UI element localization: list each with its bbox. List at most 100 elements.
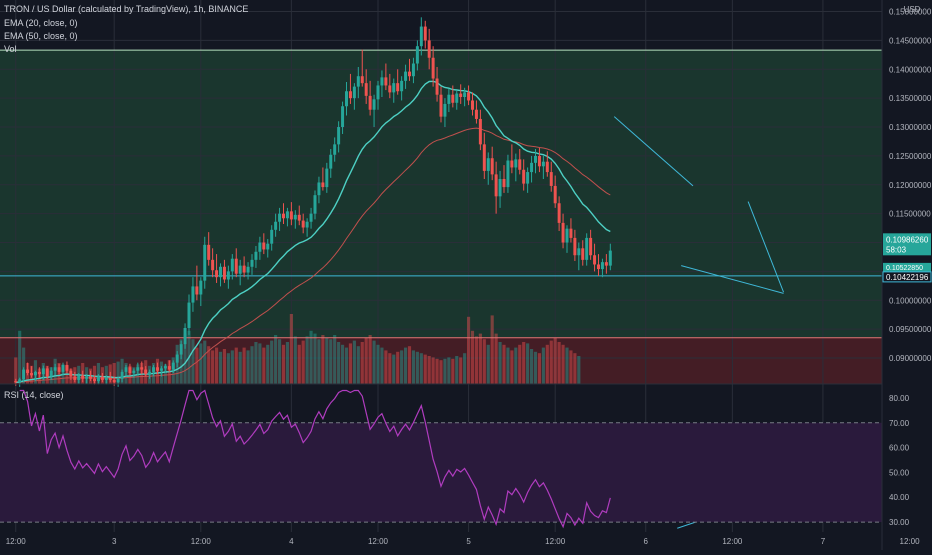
price-tick-label: 0.11500000 bbox=[889, 210, 931, 219]
volume-bar bbox=[289, 314, 293, 384]
candle-body bbox=[30, 373, 33, 376]
candle-body bbox=[337, 127, 341, 145]
candle-body bbox=[179, 344, 183, 355]
volume-bar bbox=[466, 316, 471, 384]
candle-body bbox=[65, 364, 69, 371]
volume-bar bbox=[411, 350, 416, 384]
candle-body bbox=[467, 92, 471, 101]
candle-body bbox=[187, 302, 191, 328]
candle-body bbox=[211, 259, 215, 271]
candle-body bbox=[352, 86, 356, 99]
legend-ema20[interactable]: EMA (20, close, 0) bbox=[4, 18, 78, 28]
legend-symbol[interactable]: TRON / US Dollar (calculated by TradingV… bbox=[4, 4, 249, 14]
candle-body bbox=[506, 160, 510, 188]
volume-bar bbox=[116, 361, 120, 384]
volume-bar bbox=[451, 358, 455, 384]
volume-bar bbox=[490, 315, 494, 384]
volume-bar bbox=[545, 344, 549, 384]
candle-body bbox=[518, 159, 522, 170]
volume-bar bbox=[104, 365, 108, 384]
volume-bar bbox=[262, 347, 266, 384]
candle-body bbox=[439, 94, 443, 117]
volume-bar bbox=[352, 340, 356, 384]
candle-body bbox=[282, 213, 285, 219]
candle-body bbox=[250, 259, 254, 267]
time-tick-label: 6 bbox=[644, 537, 649, 546]
volume-bar bbox=[459, 357, 463, 384]
time-tick-label: 12:00 bbox=[545, 537, 566, 546]
volume-bar bbox=[313, 333, 317, 384]
candle-body bbox=[73, 376, 77, 380]
candle-body bbox=[522, 169, 526, 184]
hidden-level-badge bbox=[883, 262, 931, 272]
candle-body bbox=[427, 40, 431, 58]
candle-body bbox=[510, 160, 514, 168]
volume-bar bbox=[372, 340, 376, 384]
candle-body bbox=[175, 354, 179, 363]
volume-bar bbox=[214, 347, 219, 384]
rsi-pane[interactable] bbox=[0, 383, 932, 529]
moving-averages bbox=[15, 80, 611, 383]
candle-body bbox=[313, 195, 317, 214]
legend-rsi[interactable]: RSI (14, close) bbox=[4, 390, 64, 400]
price-trendline bbox=[681, 265, 784, 294]
candle-body bbox=[333, 144, 337, 155]
candle-body bbox=[317, 182, 321, 196]
time-tick-label: 12:00 bbox=[900, 537, 921, 546]
volume-bar bbox=[183, 333, 187, 384]
price-tick-label: 0.12000000 bbox=[889, 181, 932, 190]
candles[interactable] bbox=[14, 17, 612, 387]
price-tick-label: 0.15000000 bbox=[889, 8, 932, 17]
candle-body bbox=[104, 377, 108, 380]
volume-bar bbox=[514, 347, 518, 384]
volume-bar bbox=[65, 365, 69, 384]
candle-body bbox=[37, 371, 41, 375]
candle-body bbox=[26, 369, 30, 374]
candle-body bbox=[455, 93, 459, 103]
volume-bar bbox=[439, 360, 443, 384]
volume-bar bbox=[549, 340, 553, 384]
volume-bar bbox=[482, 339, 486, 384]
volume-bar bbox=[423, 354, 427, 384]
volume-bar bbox=[455, 356, 459, 384]
candle-body bbox=[400, 80, 404, 92]
price-tick-label: 0.13000000 bbox=[889, 123, 932, 132]
candle-body bbox=[329, 154, 333, 169]
time-tick-label: 5 bbox=[466, 537, 471, 546]
candle-body bbox=[380, 77, 384, 86]
candle-body bbox=[262, 242, 266, 250]
legend-volume[interactable]: Vol bbox=[4, 44, 17, 54]
candle-body bbox=[254, 251, 258, 260]
level-badge bbox=[882, 271, 932, 283]
candle-body bbox=[597, 264, 600, 270]
volume-bar bbox=[474, 336, 479, 384]
candle-body bbox=[569, 228, 573, 238]
candle-body bbox=[553, 185, 557, 204]
candle-body bbox=[526, 172, 530, 184]
volume-bar bbox=[199, 343, 203, 384]
candle-body bbox=[408, 71, 411, 77]
candle-body bbox=[604, 262, 608, 266]
volume-bar bbox=[329, 339, 333, 384]
volume-bar bbox=[522, 342, 526, 384]
price-tick-label: 0.14000000 bbox=[889, 65, 932, 74]
horizontal-levels[interactable] bbox=[0, 49, 882, 339]
candle-body bbox=[411, 63, 415, 77]
volume-bar bbox=[203, 340, 207, 384]
legend-ema50[interactable]: EMA (50, close, 0) bbox=[4, 31, 78, 41]
candle-body bbox=[502, 179, 506, 188]
volume-bar bbox=[18, 330, 22, 384]
volume-bar bbox=[569, 350, 573, 384]
volume-bar bbox=[557, 342, 561, 384]
rsi-tick-label: 50.00 bbox=[889, 468, 910, 477]
candle-body bbox=[345, 91, 348, 107]
current-price-badge bbox=[883, 233, 931, 256]
candle-body bbox=[242, 265, 246, 273]
candle-body bbox=[238, 265, 242, 274]
candle-body bbox=[435, 78, 439, 95]
volume-bar bbox=[470, 330, 475, 384]
volume-bar bbox=[541, 347, 545, 384]
